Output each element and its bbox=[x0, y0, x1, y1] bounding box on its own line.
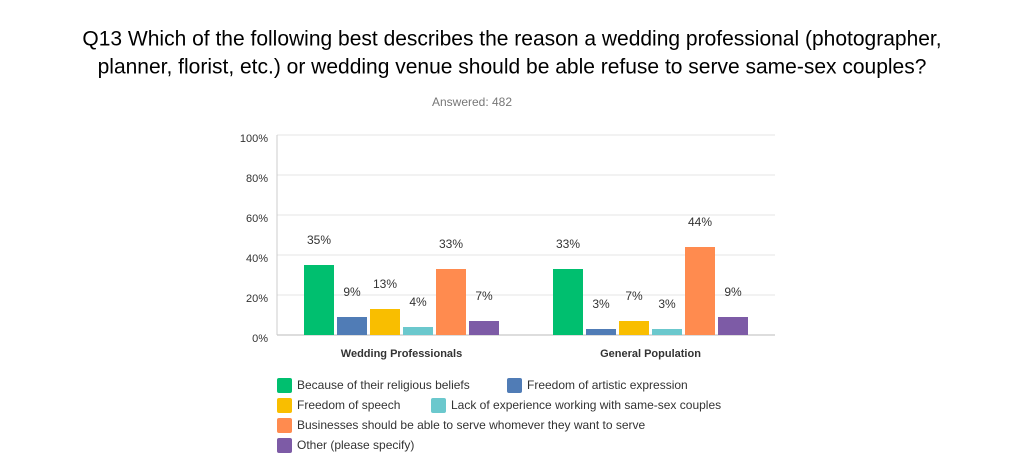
bar bbox=[586, 329, 616, 335]
value-label: 3% bbox=[592, 297, 610, 311]
legend-swatch bbox=[277, 398, 292, 413]
bar bbox=[619, 321, 649, 335]
bar bbox=[469, 321, 499, 335]
value-label: 7% bbox=[475, 289, 493, 303]
chart-title: Q13 Which of the following best describe… bbox=[82, 28, 941, 51]
value-label: 9% bbox=[343, 285, 361, 299]
x-tick-label: Wedding Professionals bbox=[341, 348, 462, 360]
value-label: 7% bbox=[625, 289, 643, 303]
value-label: 3% bbox=[658, 297, 676, 311]
legend-swatch bbox=[277, 438, 292, 453]
y-tick-label: 80% bbox=[246, 173, 268, 185]
value-label: 4% bbox=[409, 295, 427, 309]
legend-label: Other (please specify) bbox=[297, 438, 414, 452]
bar bbox=[685, 247, 715, 335]
bar bbox=[304, 265, 334, 335]
bar bbox=[718, 317, 748, 335]
bar bbox=[553, 269, 583, 335]
bar bbox=[403, 327, 433, 335]
value-label: 33% bbox=[556, 237, 580, 251]
bar bbox=[337, 317, 367, 335]
legend-label: Freedom of artistic expression bbox=[527, 378, 688, 392]
y-tick-label: 20% bbox=[246, 293, 268, 305]
value-label: 44% bbox=[688, 215, 712, 229]
bar bbox=[370, 309, 400, 335]
value-label: 35% bbox=[307, 233, 331, 247]
subtitle: Answered: 482 bbox=[432, 95, 512, 109]
y-tick-label: 100% bbox=[240, 133, 268, 145]
chart-title: planner, florist, etc.) or wedding venue… bbox=[98, 56, 927, 79]
legend-label: Because of their religious beliefs bbox=[297, 378, 470, 392]
legend-label: Businesses should be able to serve whome… bbox=[297, 418, 646, 432]
value-label: 33% bbox=[439, 237, 463, 251]
y-tick-label: 60% bbox=[246, 213, 268, 225]
legend-label: Lack of experience working with same-sex… bbox=[451, 398, 721, 412]
bar bbox=[436, 269, 466, 335]
value-label: 9% bbox=[724, 285, 742, 299]
legend-swatch bbox=[507, 378, 522, 393]
y-tick-label: 0% bbox=[252, 333, 268, 345]
x-tick-label: General Population bbox=[600, 348, 701, 360]
legend-label: Freedom of speech bbox=[297, 398, 400, 412]
legend-swatch bbox=[277, 378, 292, 393]
legend-swatch bbox=[277, 418, 292, 433]
bar bbox=[652, 329, 682, 335]
y-tick-label: 40% bbox=[246, 253, 268, 265]
legend-swatch bbox=[431, 398, 446, 413]
value-label: 13% bbox=[373, 277, 397, 291]
